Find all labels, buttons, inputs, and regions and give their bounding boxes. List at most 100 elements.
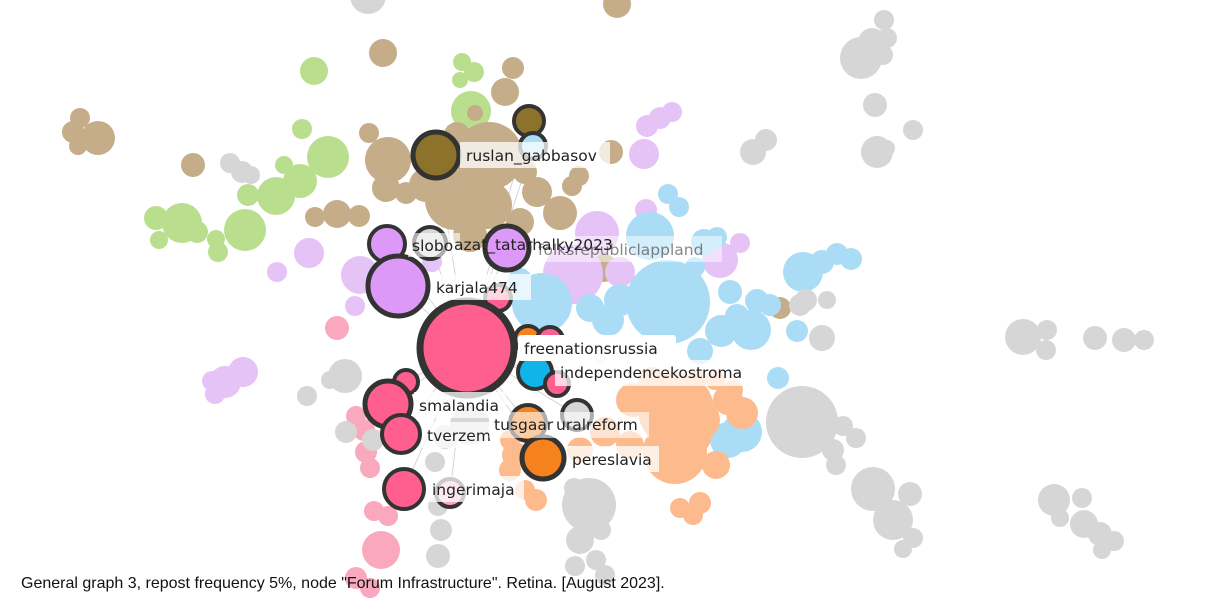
label-text: freenationsrussia	[524, 340, 658, 358]
node-tverzem	[382, 415, 420, 453]
label-tverzem: tverzem	[422, 422, 496, 448]
graph-node	[325, 316, 349, 340]
graph-node	[305, 207, 325, 227]
graph-node	[207, 230, 225, 248]
graph-node	[1134, 330, 1154, 350]
graph-node	[543, 196, 577, 230]
label-tusgaar-uralreform: tusgaar uralreform	[489, 412, 649, 438]
graph-node	[181, 153, 205, 177]
graph-node	[350, 0, 386, 14]
graph-node	[426, 544, 450, 568]
graph-node	[898, 482, 922, 506]
label-karjala474: karjala474	[431, 274, 531, 300]
graph-node	[205, 384, 225, 404]
label-independencekostroma: independencekostroma	[555, 360, 755, 386]
graph-node	[894, 540, 912, 558]
graph-node	[730, 233, 750, 253]
graph-node	[360, 458, 380, 478]
label-text: karjala474	[436, 279, 518, 297]
graph-node	[425, 452, 445, 472]
label-text: slobo	[412, 237, 453, 255]
graph-node	[69, 137, 87, 155]
graph-node	[348, 205, 370, 227]
graph-node	[809, 325, 835, 351]
graph-node	[369, 39, 397, 67]
graph-node	[1104, 531, 1124, 551]
label-text: ingerimaja	[432, 481, 515, 499]
node-secondary	[514, 106, 544, 136]
label-azat-tatarhalky2023: azat_tatarhalky2023	[454, 236, 613, 255]
label-freenationsrussia: freenationsrussia	[518, 335, 676, 361]
graph-node	[224, 209, 266, 251]
graph-node	[818, 291, 836, 309]
graph-node	[591, 520, 611, 540]
graph-node	[452, 72, 468, 88]
label-text: smalandia	[419, 397, 499, 415]
label-text: pereslavia	[572, 451, 652, 469]
graph-node	[726, 397, 758, 429]
graph-node	[681, 423, 711, 453]
graph-node	[359, 123, 379, 143]
graph-node	[604, 284, 636, 316]
graph-node	[569, 166, 589, 186]
graph-node	[877, 28, 897, 48]
label-text: tverzem	[427, 427, 491, 445]
node-ruslan-gabbasov	[413, 132, 459, 178]
graph-node	[502, 57, 524, 79]
figure-caption: General graph 3, repost frequency 5%, no…	[21, 575, 665, 593]
graph-node	[1083, 326, 1107, 350]
graph-node	[564, 478, 584, 498]
graph-node	[566, 526, 594, 554]
graph-node	[70, 108, 90, 128]
graph-node	[903, 120, 923, 140]
graph-node	[669, 197, 689, 217]
graph-node	[321, 371, 339, 389]
graph-node	[879, 140, 895, 156]
graph-node	[362, 531, 400, 569]
graph-node	[603, 0, 631, 18]
graph-node	[323, 200, 351, 228]
graph-node	[267, 262, 287, 282]
graph-node	[629, 139, 659, 169]
graph-node	[826, 455, 846, 475]
node-ingerimaja	[384, 469, 424, 509]
label-ruslan-gabbasov: ruslan_gabbasov	[460, 142, 610, 168]
label-text: azat_tatarhalky2023	[454, 236, 613, 255]
graph-node	[662, 102, 682, 122]
graph-node	[565, 556, 585, 576]
graph-node	[725, 304, 749, 328]
graph-node	[840, 248, 862, 270]
label-text: tusgaar	[494, 416, 554, 434]
graph-node	[759, 294, 781, 316]
graph-node	[257, 177, 295, 215]
graph-node	[242, 166, 260, 184]
graph-node	[1005, 319, 1041, 355]
graph-node	[846, 428, 866, 448]
graph-node	[873, 45, 893, 65]
graph-node	[786, 320, 808, 342]
label-pereslavia: pereslavia	[567, 446, 659, 472]
graph-node	[150, 231, 168, 249]
graph-node	[670, 498, 690, 518]
graph-node	[1072, 488, 1092, 508]
graph-node	[767, 367, 789, 389]
graph-node	[874, 10, 894, 30]
node-karjala474	[368, 256, 428, 316]
graph-node	[144, 206, 168, 230]
graph-node	[491, 78, 519, 106]
graph-node	[1051, 509, 1069, 527]
graph-node	[294, 238, 324, 268]
graph-node	[718, 280, 742, 304]
graph-node	[297, 386, 317, 406]
label-text: independencekostroma	[560, 364, 742, 382]
graph-node	[237, 184, 259, 206]
graph-node	[430, 519, 452, 541]
label-text: ruslan_gabbasov	[466, 147, 597, 166]
label-ingerimaja: ingerimaja	[428, 476, 524, 502]
graph-node	[335, 421, 357, 443]
graph-node	[372, 174, 400, 202]
graph-node	[467, 105, 483, 121]
graph-node	[1112, 328, 1136, 352]
graph-node	[300, 57, 328, 85]
